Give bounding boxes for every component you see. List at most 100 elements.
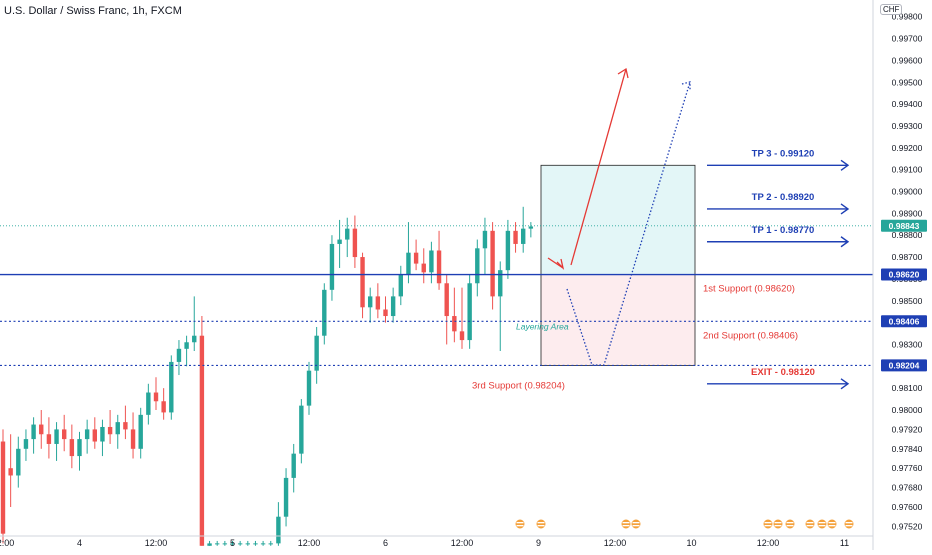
candle-body (31, 424, 36, 440)
candle (390, 287, 396, 323)
price-tag-bg (881, 315, 927, 328)
level-price-tag: 0.98406 (881, 315, 927, 328)
flag-stripe (632, 522, 640, 524)
us-flag-icon (784, 518, 796, 530)
projections (547, 67, 691, 366)
candle (0, 429, 6, 544)
us-flag-icon (843, 518, 855, 530)
candle (452, 287, 457, 343)
y-tick-label: 0.98100 (892, 383, 923, 393)
candle-body (222, 543, 228, 545)
candle-body (146, 392, 151, 415)
candle (459, 287, 465, 349)
y-tick-label: 0.97760 (892, 463, 923, 473)
candle (153, 377, 159, 410)
us-flag-icon (843, 518, 855, 530)
candle (62, 414, 67, 452)
candle (375, 283, 381, 319)
x-tick-label: 12:00 (298, 538, 321, 548)
candle (115, 414, 120, 449)
us-flag-icon (630, 518, 642, 530)
y-tick-label: 0.99600 (892, 55, 923, 65)
x-tick-label: 12:00 (604, 538, 627, 548)
flag-stripe (622, 522, 630, 524)
flag-stripe (622, 525, 630, 527)
candle (498, 261, 503, 352)
candle-body (413, 252, 419, 264)
candle-body (383, 309, 388, 317)
candle-body (130, 429, 136, 449)
us-flag-icon (804, 518, 816, 530)
candle-body (291, 453, 296, 478)
candle-body (245, 543, 250, 545)
flag-stripe (537, 522, 545, 524)
candle-body (352, 228, 358, 258)
candle-body (322, 289, 327, 336)
chart-title: U.S. Dollar / Swiss Franc, 1h, FXCM (4, 5, 182, 17)
y-tick-label: 0.99000 (892, 187, 923, 197)
x-tick-label: 4 (77, 538, 82, 548)
us-flag-icon (772, 518, 784, 530)
candle-body (314, 335, 319, 371)
candle-body (345, 228, 350, 240)
candle (268, 540, 273, 546)
x-tick-label: 10 (686, 538, 696, 548)
y-tick-label: 0.97840 (892, 444, 923, 454)
candle-body (39, 424, 44, 435)
candle-body (16, 448, 21, 476)
candle (475, 239, 480, 297)
candle-body (498, 270, 503, 297)
support-label: 3rd Support (0.98204) (472, 380, 565, 391)
flag-stripe (632, 525, 640, 527)
candle (46, 417, 52, 459)
flag-stripe (786, 525, 794, 527)
x-tick-label: 12:00 (0, 538, 14, 548)
y-tick-label: 0.99800 (892, 12, 923, 22)
y-tick-label: 0.98300 (892, 339, 923, 349)
us-flag-icon (762, 518, 774, 530)
candle (352, 215, 358, 268)
candle-body (283, 477, 289, 517)
candle-body (360, 257, 365, 308)
target-label: TP 2 - 0.98920 (752, 192, 815, 203)
candle (337, 219, 342, 268)
price-tag-bg (881, 359, 927, 372)
us-flag-icon (620, 518, 632, 530)
event-flags (514, 518, 855, 530)
us-flag-icon (772, 518, 784, 530)
currency-badge[interactable]: CHF (880, 4, 903, 15)
candle-body (69, 439, 75, 457)
candle (16, 436, 21, 488)
support-label: 1st Support (0.98620) (703, 284, 795, 295)
candle (276, 502, 281, 546)
candle-body (398, 274, 403, 297)
target-arrow: EXIT - 0.98120 (707, 367, 850, 390)
candle-body (46, 434, 52, 444)
y-tick-label: 0.98700 (892, 252, 923, 262)
candle-body (459, 331, 465, 341)
candle-body (62, 429, 67, 440)
candle (467, 274, 472, 349)
candle-body (0, 441, 6, 534)
candle (100, 419, 105, 457)
candle-body (390, 296, 396, 317)
arrow-head-icon (681, 81, 691, 90)
us-flag-icon (804, 518, 816, 530)
candle-body (306, 370, 312, 406)
arrow-head-icon (556, 258, 565, 271)
y-tick-label: 0.99100 (892, 165, 923, 175)
candle (215, 540, 220, 546)
x-tick-label: 11 (840, 538, 849, 548)
flag-stripe (774, 522, 782, 524)
candle (130, 412, 136, 459)
support-levels: 1st Support (0.98620) 2nd Support (0.9840… (0, 273, 873, 391)
price-tag-text: 0.98843 (889, 221, 920, 231)
candle-body (123, 422, 128, 430)
candle (360, 252, 365, 319)
layering-area-label: Layering Area (516, 321, 569, 331)
candle-body (475, 248, 480, 284)
candle (444, 274, 449, 345)
arrow-head-icon (840, 203, 850, 215)
candle-body (161, 401, 166, 413)
